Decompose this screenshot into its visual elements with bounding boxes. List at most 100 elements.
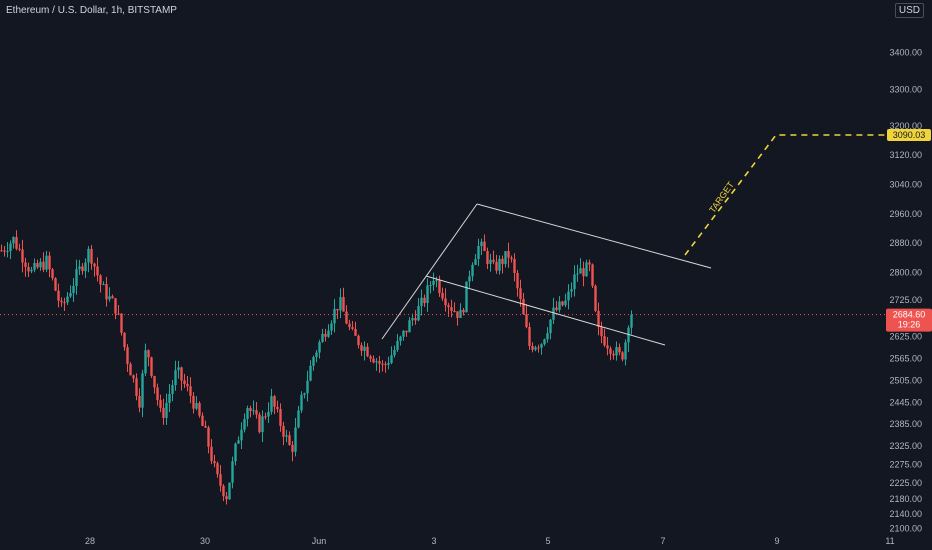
candle [405, 330, 408, 337]
candle [165, 393, 168, 425]
price-tick-label: 2275.00 [889, 459, 922, 469]
candle [288, 431, 291, 446]
flagpole-line[interactable] [381, 203, 478, 340]
candle [621, 351, 624, 362]
candle [348, 319, 351, 331]
candle [255, 402, 258, 419]
chart-title: Ethereum / U.S. Dollar, 1h, BITSTAMP [6, 5, 177, 16]
candle [609, 346, 612, 361]
candle [225, 492, 228, 505]
candle [261, 410, 264, 442]
candle [216, 461, 219, 478]
candle [123, 332, 126, 351]
target-price-value: 3090.03 [893, 130, 926, 140]
price-tick-label: 2565.00 [889, 353, 922, 363]
candle [201, 412, 204, 427]
candle [264, 412, 267, 420]
candle [567, 284, 570, 310]
candle [327, 324, 330, 338]
candle [372, 355, 375, 364]
candle [540, 343, 543, 355]
candle [588, 259, 591, 272]
candle [630, 310, 633, 335]
candle [438, 275, 441, 297]
candle [402, 330, 405, 341]
price-axis: 3400.00 3300.00 3200.00 3120.00 3040.00 2960.… [889, 48, 922, 534]
candle [303, 392, 306, 399]
candle [549, 318, 552, 340]
candle [84, 258, 87, 279]
candle [309, 360, 312, 382]
candle [561, 300, 564, 307]
candle [414, 310, 417, 325]
candle [300, 391, 303, 414]
candle [576, 264, 579, 282]
time-tick-label: 11 [885, 536, 894, 546]
price-tick-label: 3120.00 [889, 150, 922, 160]
candle [135, 373, 138, 401]
candle [282, 421, 285, 446]
candle [480, 238, 483, 256]
time-tick-label: 30 [200, 536, 210, 546]
candle [498, 255, 501, 275]
candle [426, 278, 429, 312]
price-tick-label: 3200.00 [889, 121, 922, 131]
time-tick-label: 7 [660, 536, 665, 546]
candle [63, 297, 66, 311]
price-tick-label: 2505.00 [889, 375, 922, 385]
candle [378, 355, 381, 373]
candle [435, 276, 438, 288]
price-tick-label: 2325.00 [889, 441, 922, 451]
candle [252, 400, 255, 415]
candle [234, 442, 237, 466]
candle [420, 289, 423, 316]
candle [87, 246, 90, 273]
price-tick-label: 2225.00 [889, 478, 922, 488]
candle [504, 251, 507, 268]
candle [213, 454, 216, 468]
candle [231, 456, 234, 489]
candle [285, 429, 288, 443]
candle [3, 245, 6, 257]
candle [204, 420, 207, 428]
candle [147, 349, 150, 367]
candle [207, 425, 210, 454]
candle [363, 341, 366, 361]
candle [375, 358, 378, 371]
candle [12, 236, 15, 249]
candle [114, 298, 117, 320]
candle [111, 294, 114, 299]
candle [210, 439, 213, 465]
candle [582, 261, 585, 287]
candle [294, 417, 297, 457]
channel-upper-line[interactable] [476, 203, 712, 269]
candle [75, 259, 78, 295]
time-tick-label: 5 [545, 536, 550, 546]
target-path-line[interactable] [684, 134, 885, 256]
candle [432, 272, 435, 291]
candle [381, 360, 384, 372]
candle [531, 342, 534, 353]
price-tick-label: 2960.00 [889, 209, 922, 219]
candle [468, 270, 471, 288]
candle [456, 311, 459, 326]
candle [51, 267, 54, 281]
candle [501, 255, 504, 274]
candle [93, 262, 96, 277]
candle [516, 269, 519, 297]
candle [183, 373, 186, 389]
candle [48, 251, 51, 278]
time-tick-label: Jun [312, 536, 327, 546]
candle [291, 441, 294, 462]
channel-lower-line[interactable] [425, 275, 666, 346]
candle [270, 388, 273, 415]
candle [180, 366, 183, 391]
currency-button[interactable]: USD [894, 3, 924, 18]
candle [159, 394, 162, 413]
candle [411, 313, 414, 326]
candle [156, 383, 159, 406]
price-tick-label: 2725.00 [889, 295, 922, 305]
candle [369, 354, 372, 363]
